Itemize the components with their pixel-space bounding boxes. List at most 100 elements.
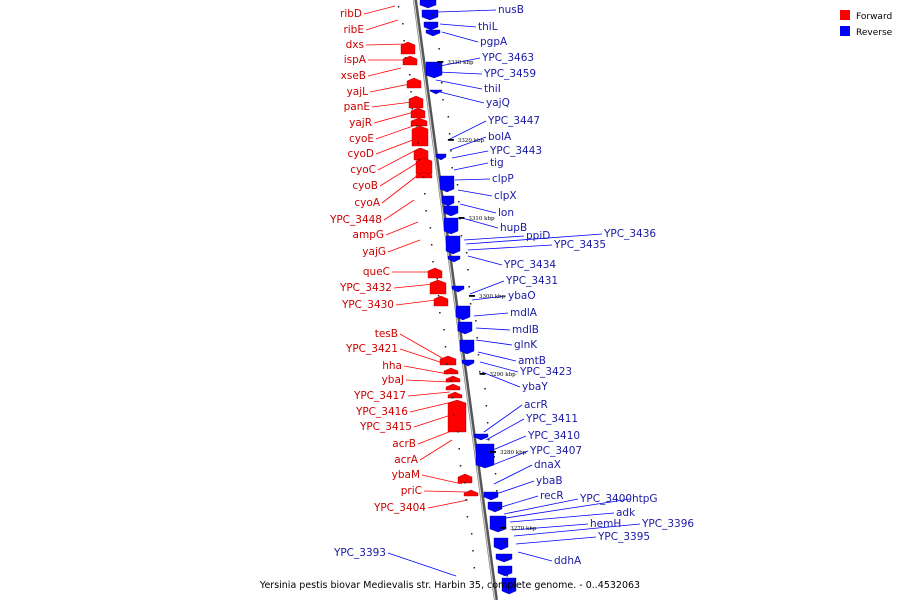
minor-feature-dot (475, 320, 477, 322)
reverse-connector (461, 217, 499, 229)
reverse-feature (475, 443, 495, 469)
minor-feature-dot (397, 6, 400, 8)
reverse-feature (501, 577, 517, 595)
minor-feature-dot (417, 142, 419, 144)
minor-feature-dot (470, 533, 473, 535)
forward-feature (447, 399, 467, 433)
reverse-gene-label: YPC_3435 (553, 239, 606, 251)
forward-gene-label: cyoD (348, 148, 375, 160)
reverse-gene-label: ddhA (554, 555, 582, 567)
tick-mark (500, 527, 507, 529)
forward-connector (403, 365, 449, 375)
forward-connector (399, 348, 447, 365)
minor-feature-dot (410, 91, 412, 93)
forward-feature (402, 55, 418, 66)
reverse-gene-label: YPC_3423 (519, 366, 572, 378)
reverse-connector (465, 233, 603, 245)
forward-feature (415, 171, 433, 179)
legend-label-forward: Forward (856, 12, 892, 22)
reverse-connector (451, 150, 489, 159)
reverse-connector (481, 371, 521, 388)
reverse-connector (467, 244, 553, 251)
reverse-connector (503, 498, 579, 515)
minor-feature-dot (484, 388, 486, 390)
minor-feature-dot (450, 150, 452, 152)
reverse-gene-label: amtB (518, 355, 546, 367)
forward-gene-label: YPC_3416 (355, 406, 408, 418)
minor-feature-dot (446, 363, 448, 365)
reverse-gene-label: mdlB (512, 324, 539, 336)
minor-feature-dot (479, 371, 481, 373)
forward-feature (443, 367, 459, 375)
reverse-connector (515, 536, 597, 545)
reverse-connector (435, 79, 483, 90)
tick-mark (447, 139, 454, 141)
reverse-feature (435, 153, 447, 161)
reverse-gene-label: dnaX (534, 459, 561, 471)
reverse-connector (439, 57, 481, 67)
minor-feature-dot (458, 201, 460, 203)
forward-connector (413, 413, 455, 428)
minor-feature-dot (429, 227, 432, 229)
reverse-connector (483, 404, 523, 433)
forward-gene-label: hha (382, 360, 402, 372)
forward-connector (365, 19, 399, 31)
reverse-feature (483, 491, 499, 501)
minor-feature-dot (486, 422, 489, 424)
reverse-gene-label: mdlA (510, 307, 538, 319)
reverse-feature (473, 433, 489, 441)
minor-feature-dot (476, 337, 478, 339)
forward-feature (447, 391, 463, 399)
reverse-feature (493, 537, 509, 551)
forward-connector (421, 474, 463, 485)
minor-feature-dot (459, 465, 462, 467)
reverse-gene-label: YPC_3459 (483, 68, 536, 80)
forward-gene-label: panE (344, 101, 370, 113)
tick-mark (479, 373, 486, 375)
forward-connector (367, 67, 402, 77)
reverse-connector (513, 523, 641, 537)
reverse-gene-label: YPC_3400 (579, 493, 632, 505)
forward-feature (406, 77, 422, 89)
minor-feature-dot (443, 329, 445, 331)
minor-feature-dot (451, 167, 453, 169)
minor-feature-dot (450, 380, 452, 382)
forward-feature (400, 41, 416, 55)
reverse-gene-label: tig (490, 157, 504, 169)
reverse-gene-label: YPC_3411 (525, 413, 578, 425)
legend-swatch-forward (840, 10, 850, 20)
forward-connector (417, 429, 455, 445)
forward-connector (363, 5, 396, 15)
forward-feature (433, 295, 449, 307)
minor-feature-dot (437, 295, 440, 297)
reverse-feature (443, 205, 459, 217)
reverse-feature (459, 339, 475, 355)
forward-gene-label: ribD (340, 8, 362, 20)
minor-feature-dot (485, 405, 488, 407)
reverse-connector (509, 512, 615, 523)
minor-feature-dot (469, 303, 472, 305)
tick-label: 3270 kbp (510, 526, 537, 532)
minor-feature-dot (460, 235, 463, 237)
minor-feature-dot (408, 74, 411, 76)
forward-feature (445, 383, 461, 391)
minor-feature-dot (431, 14, 434, 16)
minor-feature-dot (418, 159, 420, 161)
forward-gene-label: ribE (343, 24, 364, 36)
reverse-feature (425, 61, 443, 79)
forward-connector (369, 83, 411, 93)
forward-gene-label: xseB (341, 70, 366, 82)
gene-features (397, 0, 517, 595)
reverse-connector (454, 178, 491, 181)
minor-feature-dot (494, 473, 497, 475)
minor-feature-dot (472, 550, 474, 552)
reverse-feature (457, 321, 473, 335)
minor-feature-dot (468, 286, 471, 288)
minor-feature-dot (452, 414, 455, 416)
forward-gene-label: cyoA (354, 197, 380, 209)
minor-feature-dot (505, 558, 507, 560)
forward-gene-label: YPC_3430 (341, 299, 394, 311)
minor-feature-dot (444, 346, 447, 348)
reverse-connector (437, 9, 497, 13)
legend-label-reverse: Reverse (856, 28, 893, 38)
